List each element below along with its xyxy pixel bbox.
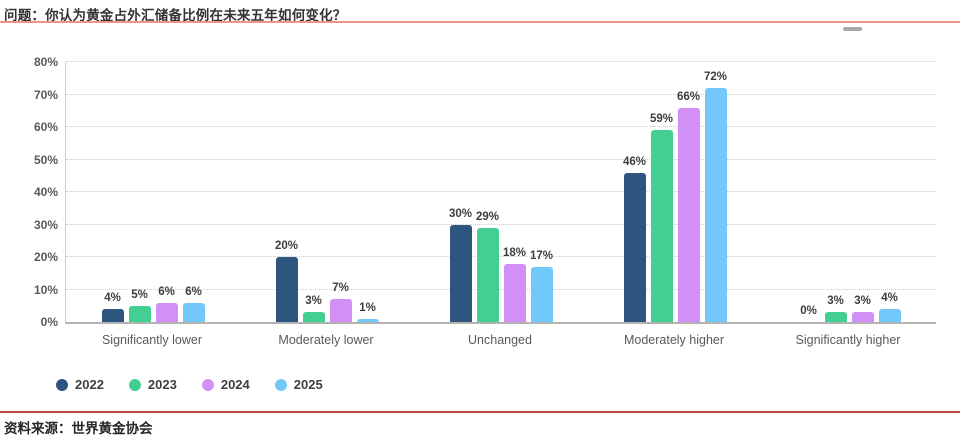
bar-2025: 6% [182,286,205,322]
gridline [66,223,936,225]
legend-swatch-icon [201,378,214,391]
bar-2023: 3% [302,295,325,322]
legend-item-2024: 2024 [201,377,250,392]
bar-value-label: 29% [475,210,500,223]
gridline [66,61,936,62]
footer-rule [0,411,960,413]
y-tick-label: 20% [33,250,58,264]
legend-item-2022: 2022 [56,377,104,392]
bar-value-label: 66% [676,90,701,103]
bar-value-label: 59% [649,113,674,126]
y-tick-label: 0% [40,315,58,329]
bar-2023: 5% [128,289,151,322]
y-tick-label: 30% [33,217,58,232]
legend-item-2025: 2025 [274,377,323,392]
bar-value-label: 18% [502,246,527,259]
bar-2022: 20% [275,240,298,322]
bar-value-label: 4% [881,292,898,304]
bar-group-significantly-higher: 0% 3% 3% 4% [762,62,936,322]
gridline [66,256,936,257]
bar-value-label: 20% [274,240,299,252]
bar-2025: 17% [530,250,553,322]
bar-value-label: 30% [448,207,473,220]
y-tick-label: 40% [33,185,58,199]
x-axis-label: Unchanged [468,333,532,347]
bar-group-unchanged: 30% 29% 18% 17% [414,62,588,322]
bar-value-label: 6% [185,285,202,298]
chart-title: 问题：你认为黄金占外汇储备比例在未来五年如何变化？ [4,8,347,23]
y-tick-label: 50% [33,152,58,167]
legend-label: 2022 [75,377,104,392]
bar-2023: 59% [650,113,673,322]
legend-label: 2025 [293,377,323,392]
bar-2022: 46% [623,156,646,322]
bar-group-moderately-lower: 20% 3% 7% 1% [240,62,414,322]
bar-2024: 18% [503,247,526,322]
bar-value-label: 4% [104,292,121,304]
gridline [66,191,936,192]
gridline [66,288,936,290]
bar-value-label: 72% [703,71,728,83]
y-tick-label: 10% [33,282,58,297]
bar-value-label: 17% [529,249,554,262]
plot-area: 4% 5% 6% 6% 20% 3% 7% 1% 30% 29% 18% 17% 46% 59% 66% 72… [65,61,936,324]
bar-2022: 30% [449,208,472,322]
x-axis-labels: Significantly lower Moderately lower Uncha… [65,333,935,347]
minimize-dash-icon [843,27,862,31]
y-tick-label: 70% [33,87,58,102]
bar-value-label: 5% [131,288,148,301]
bar-value-label: 0% [800,305,817,317]
y-tick-label: 80% [33,55,58,69]
legend-swatch-icon [128,378,141,391]
legend: 2022 2023 2024 2025 [56,377,323,392]
bar-group-significantly-lower: 4% 5% 6% 6% [66,62,240,322]
gridline [66,126,936,127]
bar-2022: 4% [101,292,124,322]
bar-2024: 66% [677,91,700,322]
title-underline [0,21,960,23]
bar-value-label: 3% [827,295,844,308]
bar-group-moderately-higher: 46% 59% 66% 72% [588,62,762,322]
bar-value-label: 46% [622,155,647,168]
x-axis-label: Significantly lower [101,333,203,347]
bar-2025: 72% [704,71,727,322]
bar-value-label: 6% [158,285,175,298]
bar-value-label: 3% [305,295,322,308]
legend-label: 2023 [147,377,177,392]
legend-item-2023: 2023 [128,377,177,392]
bar-value-label: 3% [854,295,871,308]
bar-2024: 7% [329,282,352,322]
legend-label: 2024 [220,377,250,392]
bar-value-label: 1% [359,301,376,314]
legend-swatch-icon [56,378,68,391]
gridline [66,93,936,95]
x-axis-label: Moderately lower [278,333,374,347]
x-axis-label: Moderately higher [623,333,725,347]
legend-swatch-icon [274,378,287,391]
bar-2025: 4% [878,292,901,322]
bar-2024: 3% [851,295,874,322]
bar-2025: 1% [356,302,379,322]
bar-2024: 6% [155,286,178,322]
x-axis-label: Significantly higher [795,333,901,347]
bar-2023: 3% [824,295,847,322]
y-tick-label: 60% [33,120,58,134]
source-note: 资料来源：世界黄金协会 [4,421,153,436]
bar-2023: 29% [476,211,499,322]
bar-value-label: 7% [332,282,349,295]
gridline [66,158,936,160]
